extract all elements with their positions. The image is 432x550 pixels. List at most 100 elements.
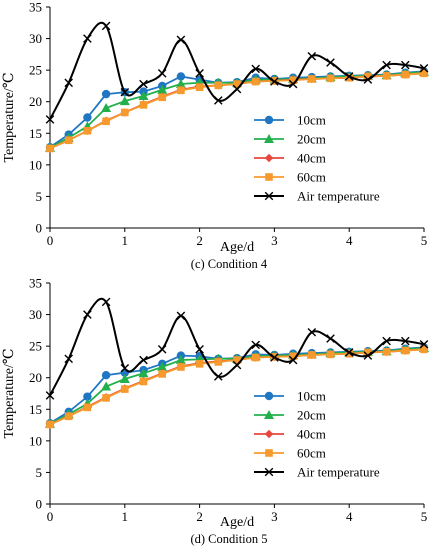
- legend-item: 20cm: [254, 132, 326, 147]
- legend-label: Air temperature: [297, 189, 380, 204]
- data-point: [83, 34, 92, 43]
- y-axis-label: Temperature/℃: [2, 348, 17, 438]
- y-tick-label: 15: [29, 126, 42, 141]
- data-point: [119, 96, 130, 106]
- data-point: [46, 420, 54, 429]
- data-point: [251, 64, 260, 74]
- y-tick-label: 20: [29, 370, 42, 385]
- data-point: [233, 80, 241, 88]
- y-tick-label: 20: [29, 94, 42, 109]
- x-tick-label: 3: [271, 233, 278, 248]
- data-point: [419, 63, 429, 73]
- data-point: [175, 355, 186, 365]
- legend-item: Air temperature: [254, 189, 380, 204]
- data-point: [45, 391, 55, 400]
- legend-marker: [265, 173, 273, 181]
- data-point: [45, 115, 55, 124]
- y-tick-label: 0: [36, 497, 43, 512]
- legend-item: 20cm: [254, 408, 326, 423]
- data-point: [345, 73, 353, 82]
- data-point: [270, 77, 279, 86]
- data-point: [326, 58, 335, 67]
- data-point: [364, 72, 372, 81]
- data-point: [420, 345, 428, 354]
- data-point: [101, 21, 111, 31]
- data-point: [420, 69, 428, 78]
- series-60cm: [46, 69, 428, 153]
- data-point: [382, 348, 391, 356]
- data-point: [401, 336, 410, 346]
- data-point: [157, 84, 168, 94]
- y-tick-label: 25: [29, 339, 42, 354]
- chart-panel-1: 0 5 10 15 20 25 30 35 0 1 2 3 4 5 Temperature/℃ Age/d (c…: [2, 0, 429, 271]
- legend-label: 60cm: [297, 170, 326, 185]
- legend-label: 40cm: [297, 427, 326, 442]
- data-point: [158, 370, 166, 378]
- legend-item: Air temperature: [254, 465, 380, 480]
- data-point: [364, 348, 372, 357]
- y-tick-label: 10: [29, 157, 42, 172]
- data-point: [101, 89, 111, 99]
- data-point: [102, 117, 110, 126]
- series-60cm: [46, 345, 428, 429]
- y-tick-label: 35: [29, 276, 42, 291]
- data-point: [138, 368, 149, 378]
- data-point: [401, 346, 410, 355]
- data-point: [288, 355, 298, 365]
- data-point: [214, 358, 223, 366]
- data-point: [345, 349, 353, 358]
- y-tick-label: 0: [36, 221, 43, 236]
- x-tick-label: 5: [421, 233, 428, 248]
- chart-caption: (d) Condition 5: [190, 532, 267, 546]
- x-tick-label: 0: [47, 509, 54, 524]
- legend-marker: [264, 134, 274, 143]
- chart-panel-2: 0 5 10 15 20 25 30 35 0 1 2 3 4 5 Temperature/℃ Age/d (d…: [2, 276, 429, 546]
- x-tick-label: 2: [196, 509, 203, 524]
- data-point: [326, 74, 335, 83]
- data-point: [83, 310, 92, 319]
- data-point: [177, 363, 185, 371]
- x-tick-label: 4: [346, 509, 353, 524]
- data-point: [139, 355, 148, 365]
- data-point: [308, 75, 316, 83]
- data-point: [83, 126, 92, 135]
- data-point: [419, 339, 429, 349]
- data-point: [176, 311, 186, 321]
- data-point: [308, 351, 316, 359]
- y-tick-label: 30: [29, 307, 42, 322]
- legend-marker: [264, 153, 274, 163]
- legend-label: 20cm: [297, 132, 326, 147]
- y-tick-label: 30: [29, 31, 42, 46]
- data-point: [232, 360, 242, 370]
- data-point: [233, 356, 241, 364]
- legend-label: 10cm: [297, 389, 326, 404]
- data-point: [326, 334, 335, 343]
- series-air-temperature: [45, 21, 429, 124]
- y-tick-label: 5: [36, 189, 43, 204]
- data-point: [64, 78, 73, 88]
- x-tick-label: 1: [122, 509, 129, 524]
- data-point: [289, 76, 297, 85]
- data-point: [119, 373, 130, 383]
- data-point: [64, 354, 73, 364]
- data-point: [64, 136, 73, 145]
- legend-marker: [264, 191, 274, 201]
- data-point: [139, 377, 148, 386]
- legend: 10cm 20cm 40cm 60cm Air temperature: [254, 389, 380, 480]
- data-point: [326, 350, 335, 359]
- data-point: [195, 83, 204, 91]
- data-point: [382, 60, 391, 70]
- x-tick-label: 1: [122, 233, 129, 248]
- legend-label: Air temperature: [297, 465, 380, 480]
- legend-item: 10cm: [254, 113, 326, 128]
- y-tick-label: 10: [29, 433, 42, 448]
- data-point: [232, 84, 242, 94]
- data-point: [214, 81, 223, 90]
- x-axis-label: Age/d: [220, 240, 254, 255]
- legend-marker: [264, 410, 274, 419]
- data-point: [195, 360, 204, 368]
- data-point: [138, 91, 149, 101]
- data-point: [102, 394, 110, 402]
- data-point: [121, 108, 129, 117]
- legend-item: 60cm: [254, 446, 326, 461]
